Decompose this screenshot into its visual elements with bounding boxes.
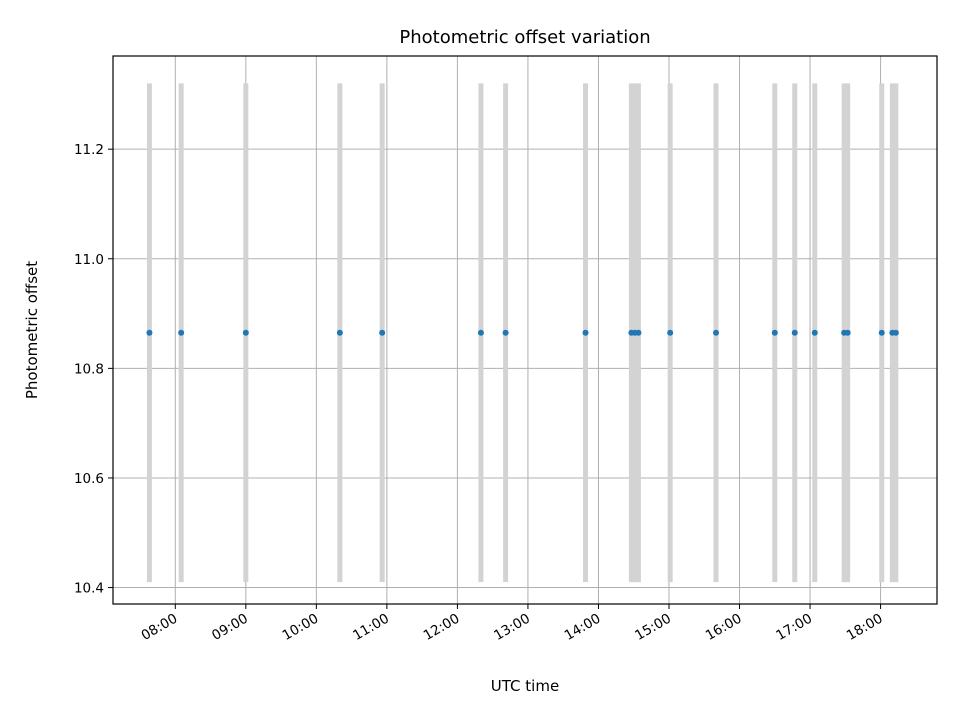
data-point <box>178 329 185 336</box>
data-point <box>713 329 720 336</box>
y-tick-label: 11.0 <box>74 252 104 268</box>
data-point <box>892 329 899 336</box>
data-point <box>477 329 484 336</box>
plot-frame <box>112 55 938 605</box>
data-point <box>844 329 851 336</box>
data-point <box>878 329 885 336</box>
chart-title: Photometric offset variation <box>399 27 650 48</box>
data-point <box>667 329 674 336</box>
data-point <box>146 329 153 336</box>
data-point <box>242 329 249 336</box>
y-tick-label: 10.8 <box>74 361 104 377</box>
data-point <box>502 329 509 336</box>
data-point <box>379 329 386 336</box>
y-axis-label: Photometric offset <box>23 261 41 399</box>
y-tick-label: 11.2 <box>74 142 104 158</box>
data-point <box>582 329 589 336</box>
data-point <box>791 329 798 336</box>
y-tick-label: 10.6 <box>74 471 104 487</box>
point-layer <box>146 329 899 336</box>
data-point <box>811 329 818 336</box>
x-axis-label: UTC time <box>491 677 559 695</box>
y-tick-label: 10.4 <box>74 581 104 597</box>
data-point <box>336 329 343 336</box>
data-point <box>771 329 778 336</box>
data-point <box>635 329 642 336</box>
